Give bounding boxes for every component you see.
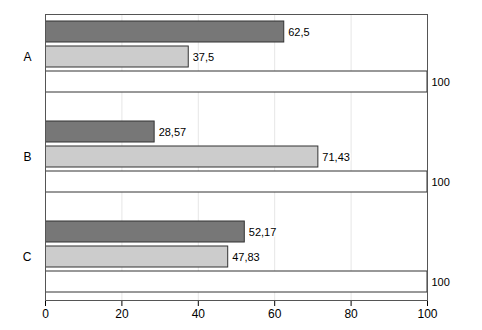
svg-text:37,5: 37,5 bbox=[193, 51, 214, 63]
svg-text:A: A bbox=[23, 50, 31, 64]
svg-text:52,17: 52,17 bbox=[249, 226, 277, 238]
svg-text:62,5: 62,5 bbox=[288, 26, 309, 38]
svg-text:100: 100 bbox=[417, 307, 437, 321]
svg-text:60: 60 bbox=[268, 307, 282, 321]
svg-text:100: 100 bbox=[432, 276, 450, 288]
svg-text:0: 0 bbox=[42, 307, 49, 321]
svg-text:80: 80 bbox=[344, 307, 358, 321]
svg-text:28,57: 28,57 bbox=[159, 126, 187, 138]
svg-text:71,43: 71,43 bbox=[322, 151, 350, 163]
svg-text:47,83: 47,83 bbox=[232, 251, 260, 263]
svg-text:40: 40 bbox=[192, 307, 206, 321]
svg-text:20: 20 bbox=[115, 307, 129, 321]
svg-text:B: B bbox=[23, 150, 31, 164]
svg-text:C: C bbox=[23, 250, 32, 264]
svg-text:100: 100 bbox=[432, 76, 450, 88]
svg-text:100: 100 bbox=[432, 176, 450, 188]
